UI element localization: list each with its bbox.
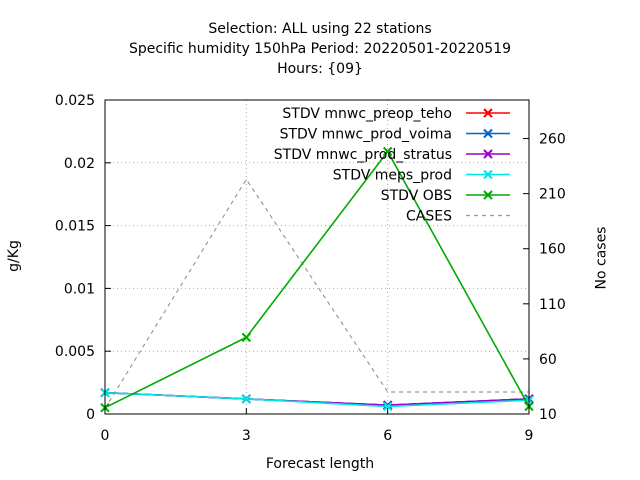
y-tick-label: 0.015 (55, 219, 95, 235)
y2-tick-label: 60 (539, 352, 557, 368)
point-marker (483, 128, 493, 139)
series-3 (100, 387, 534, 412)
legend-label: STDV mnwc_preop_teho (282, 106, 452, 122)
x-tick-label: 9 (525, 428, 534, 444)
x-tick-label: 6 (383, 428, 392, 444)
series-4 (100, 146, 534, 413)
y2-tick-label: 110 (539, 297, 566, 313)
series-line (104, 150, 530, 409)
legend-label: CASES (406, 209, 452, 225)
y2-axis-label: No cases (593, 226, 610, 290)
point-marker (241, 332, 252, 343)
y2-tick-label: 210 (539, 187, 566, 203)
point-marker (483, 108, 493, 118)
series-line (104, 391, 530, 408)
series-0 (100, 387, 534, 410)
point-marker (382, 401, 393, 412)
y-axis-label: g/Kg (5, 240, 22, 272)
series-1 (100, 387, 534, 410)
y-tick-label: 0.01 (64, 281, 95, 297)
legend-label: STDV mnwc_prod_voima (280, 127, 452, 143)
legend-entry: STDV meps_prod (333, 168, 510, 184)
chart-title-line-2: Specific humidity 150hPa Period: 2022050… (128, 41, 512, 57)
y2-tick-label: 10 (539, 407, 557, 423)
chart-title-line-3: Hours: {09} (277, 61, 363, 77)
legend-entry: STDV mnwc_prod_voima (280, 127, 510, 143)
x-tick-label: 0 (101, 428, 110, 444)
y-tick-label: 0.02 (64, 156, 95, 172)
plot-frame (104, 99, 530, 415)
point-marker (382, 146, 393, 157)
legend-entry: STDV OBS (381, 188, 510, 204)
legend-label: STDV meps_prod (333, 168, 452, 184)
point-marker (483, 190, 493, 200)
y2-tick-label: 160 (539, 242, 566, 258)
chart-title-line-1: Selection: ALL using 22 stations (208, 21, 432, 37)
legend-label: STDV OBS (381, 188, 452, 204)
point-marker (241, 394, 252, 404)
y-tick-label: 0.005 (55, 344, 95, 360)
point-marker (483, 149, 493, 159)
legend-entry: CASES (406, 209, 510, 225)
point-marker (483, 169, 493, 180)
legend-label: STDV mnwc_prod_stratus (274, 147, 452, 163)
y-tick-label: 0 (86, 407, 95, 423)
series-5 (104, 178, 529, 409)
series-line (104, 178, 529, 409)
y-tick-label: 0.025 (55, 93, 95, 109)
legend-entry: STDV mnwc_preop_teho (282, 106, 510, 122)
legend-entry: STDV mnwc_prod_stratus (274, 147, 510, 163)
x-axis-label: Forecast length (265, 456, 375, 472)
y2-tick-label: 260 (539, 132, 566, 148)
x-tick-label: 3 (242, 428, 251, 444)
series-2 (100, 387, 534, 410)
